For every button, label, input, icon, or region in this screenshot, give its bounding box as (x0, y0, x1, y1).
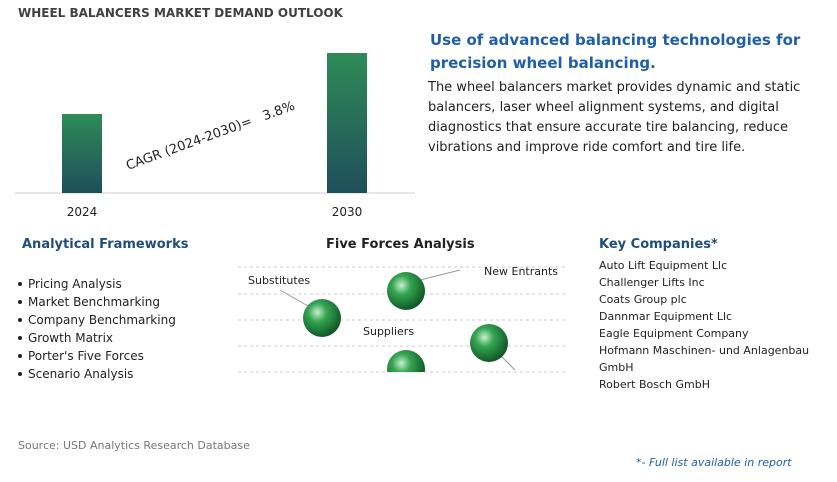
headline-line: Use of advanced balancing technologies f… (430, 31, 801, 49)
headline-line: precision wheel balancing. (430, 54, 656, 72)
list-item: Growth Matrix (18, 329, 176, 347)
list-item: Scenario Analysis (18, 365, 176, 383)
item-text: Growth Matrix (28, 331, 114, 345)
bullet (18, 336, 22, 340)
frameworks-list: Pricing Analysis Market Benchmarking Compa… (18, 275, 176, 383)
bar (327, 53, 367, 193)
headline: Use of advanced balancing technologies f… (430, 29, 800, 75)
x-tick-label: 2024 (67, 205, 98, 219)
footnote: *- Full list available in report (636, 456, 792, 469)
item-text: Pricing Analysis (28, 277, 122, 291)
list-item: Hofmann Maschinen- und Anlagenbau GmbH (599, 342, 824, 376)
item-text: Eagle Equipment Company (599, 327, 749, 340)
title: WHEEL BALANCERS MARKET DEMAND OUTLOOK (18, 6, 343, 20)
companies-list: Auto Lift Equipment Llc Challenger Lifts … (599, 257, 824, 393)
list-item: Pricing Analysis (18, 275, 176, 293)
description: The wheel balancers market provides dyna… (428, 78, 800, 158)
list-item: Dannmar Equipment Llc (599, 308, 824, 325)
description-line: balancers, laser wheel alignment systems… (428, 100, 779, 115)
item-text: Scenario Analysis (28, 367, 134, 381)
item-text: Company Benchmarking (28, 313, 176, 327)
connectors (279, 269, 516, 371)
description-line: diagnostics that ensure accurate tire ba… (428, 120, 788, 135)
item-text: Porter's Five Forces (28, 349, 144, 363)
item-text: Market Benchmarking (28, 295, 160, 309)
force-label: Substitutes (248, 274, 311, 287)
source: Source: USD Analytics Research Database (18, 439, 250, 452)
force-label: New Entrants (484, 265, 559, 278)
item-text: Hofmann Maschinen- und Anlagenbau GmbH (599, 344, 810, 374)
list-item: Coats Group plc (599, 291, 824, 308)
list-item: Robert Bosch GmbH (599, 376, 824, 393)
list-item: Company Benchmarking (18, 311, 176, 329)
list-item: Challenger Lifts Inc (599, 274, 824, 291)
list-item: Eagle Equipment Company (599, 325, 824, 342)
item-text: Coats Group plc (599, 293, 687, 306)
bullet (18, 282, 22, 286)
five-forces-title: Five Forces Analysis (326, 237, 475, 252)
list-item: Porter's Five Forces (18, 347, 176, 365)
list-item: Auto Lift Equipment Llc (599, 257, 824, 274)
description-line: The wheel balancers market provides dyna… (428, 80, 801, 95)
bullet (18, 354, 22, 358)
item-text: Auto Lift Equipment Llc (599, 259, 728, 272)
item-text: Robert Bosch GmbH (599, 378, 710, 391)
bar (62, 114, 102, 193)
item-text: Challenger Lifts Inc (599, 276, 705, 289)
cagr-annotation: CAGR (2024-2030)= 3.8% (124, 99, 297, 174)
item-text: Dannmar Equipment Llc (599, 310, 733, 323)
bullet (18, 372, 22, 376)
list-item: Market Benchmarking (18, 293, 176, 311)
frameworks-title: Analytical Frameworks (22, 237, 189, 252)
force-label: Suppliers (363, 325, 415, 338)
force-spheres (303, 272, 508, 372)
description-line: vibrations and improve ride comfort and … (428, 140, 746, 155)
bullet (18, 318, 22, 322)
x-tick-label: 2030 (332, 205, 363, 219)
companies-title: Key Companies* (599, 237, 718, 252)
bullet (18, 300, 22, 304)
